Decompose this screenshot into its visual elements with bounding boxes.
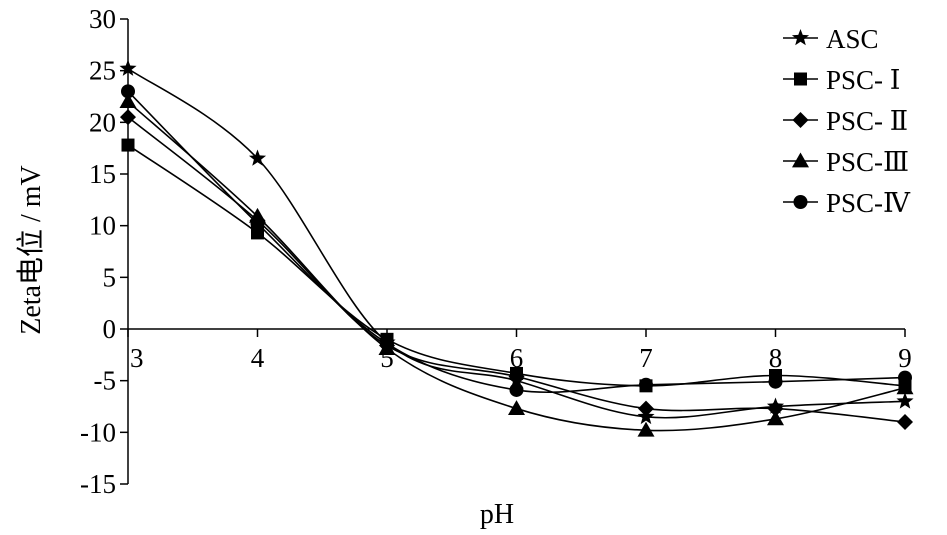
legend-marker-star bbox=[791, 29, 810, 46]
x-tick-label: 9 bbox=[898, 343, 912, 373]
data-point-circle bbox=[898, 370, 912, 385]
data-point-triangle bbox=[637, 421, 655, 437]
data-point-circle bbox=[639, 377, 653, 392]
y-tick-label: 0 bbox=[103, 314, 117, 344]
legend-label: PSC- Ⅱ bbox=[826, 106, 908, 136]
x-tick-label: 4 bbox=[251, 343, 265, 373]
data-point-circle bbox=[768, 374, 783, 389]
data-point-diamond bbox=[638, 400, 654, 417]
data-point-triangle bbox=[896, 379, 914, 395]
data-point-circle bbox=[250, 216, 265, 231]
x-tick-label: 8 bbox=[769, 343, 783, 373]
legend-label: PSC- Ⅰ bbox=[826, 65, 900, 95]
y-tick-label: 30 bbox=[89, 4, 116, 34]
data-point-triangle bbox=[119, 93, 137, 109]
data-point-circle bbox=[380, 336, 394, 351]
data-point-star bbox=[119, 59, 137, 76]
markers-layer bbox=[119, 59, 914, 437]
data-point-diamond bbox=[120, 109, 136, 126]
legend-label: PSC-Ⅳ bbox=[826, 188, 911, 218]
y-tick-label: 25 bbox=[89, 56, 116, 86]
data-point-diamond bbox=[767, 400, 784, 417]
data-point-square bbox=[121, 138, 135, 152]
legend: ASC PSC- Ⅰ PSC- Ⅱ PSC-Ⅲ PSC-Ⅳ bbox=[783, 24, 911, 218]
data-point-star bbox=[896, 392, 914, 409]
data-point-star bbox=[248, 149, 267, 166]
y-tick-label: 15 bbox=[89, 159, 116, 189]
x-tick-label: 3 bbox=[130, 343, 144, 373]
data-point-triangle bbox=[767, 410, 784, 426]
legend-label: PSC-Ⅲ bbox=[826, 147, 909, 177]
legend-marker-diamond bbox=[792, 112, 809, 128]
y-tick-label: 5 bbox=[103, 262, 117, 292]
legend-marker-square bbox=[794, 72, 807, 86]
data-point-circle bbox=[509, 382, 524, 397]
data-point-diamond bbox=[897, 414, 913, 430]
data-point-circle bbox=[121, 84, 135, 99]
data-point-triangle bbox=[508, 400, 525, 415]
x-tick-label: 7 bbox=[639, 343, 653, 373]
legend-marker-circle bbox=[793, 195, 808, 209]
data-point-diamond bbox=[508, 368, 525, 385]
y-tick-label: -10 bbox=[80, 417, 116, 447]
x-axis-title: pH bbox=[480, 499, 514, 530]
y-tick-label: 10 bbox=[89, 211, 116, 241]
legend-label: ASC bbox=[826, 24, 879, 54]
y-tick-label: -15 bbox=[80, 469, 116, 499]
x-tick-label: 6 bbox=[510, 343, 524, 373]
y-axis-title: Zeta电位 / mV bbox=[15, 165, 47, 335]
y-tick-label: 20 bbox=[89, 107, 116, 137]
legend-marker-triangle bbox=[792, 152, 809, 168]
y-tick-label: -5 bbox=[94, 366, 117, 396]
